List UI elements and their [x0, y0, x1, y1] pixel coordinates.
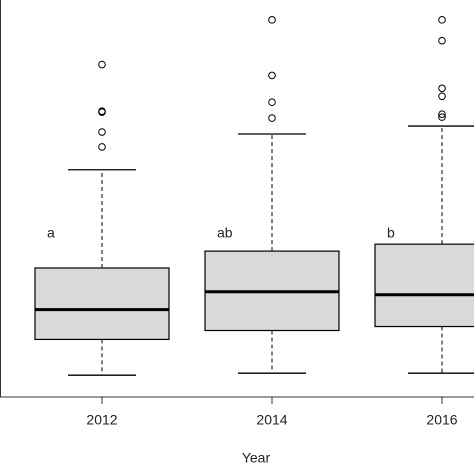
outlier	[438, 36, 446, 45]
x-tick-label: 2016	[426, 412, 457, 428]
outlier	[438, 92, 446, 101]
outlier	[438, 110, 446, 118]
outlier	[438, 113, 446, 121]
x-tick-label: 2014	[256, 412, 287, 428]
outlier	[98, 128, 106, 136]
outlier	[438, 16, 446, 24]
outlier	[438, 84, 446, 93]
outlier	[98, 108, 106, 116]
box	[34, 267, 170, 341]
outlier	[268, 98, 276, 107]
x-tick-label: 2012	[86, 412, 117, 428]
group-label: a	[47, 225, 55, 241]
outlier	[98, 143, 106, 151]
x-axis-label: Year	[242, 450, 271, 466]
outlier	[98, 60, 106, 69]
outlier	[268, 71, 276, 80]
outlier	[268, 16, 276, 24]
outlier	[268, 114, 276, 122]
group-label: ab	[217, 225, 233, 241]
group-label: b	[387, 225, 395, 241]
box	[374, 243, 474, 328]
